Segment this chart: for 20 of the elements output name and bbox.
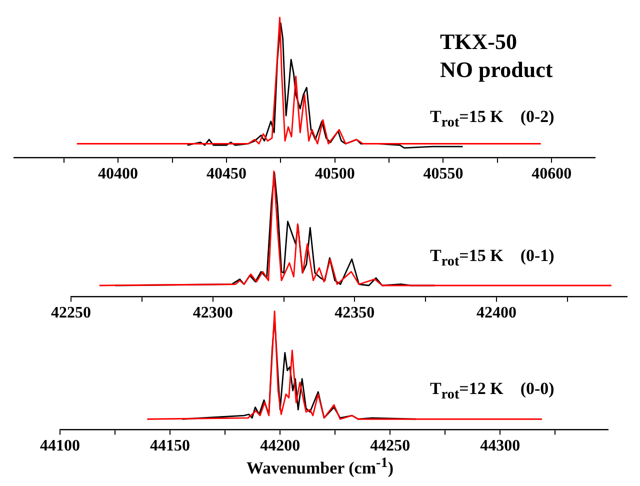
x-tick-label: 40500 <box>314 166 355 183</box>
x-tick-label: 42400 <box>476 304 517 322</box>
annotation: NO product <box>440 57 553 82</box>
x-axis-title: Wavenumber (cm$^{-1}$) <box>245 455 394 479</box>
x-tick-label: 44250 <box>370 438 410 455</box>
x-tick-label: 40600 <box>532 166 572 183</box>
x-tick-label: 40450 <box>206 166 246 183</box>
annotation: T$_{rot}$=15 K (0-1) <box>430 246 554 270</box>
x-tick-label: 42300 <box>192 304 233 322</box>
x-tick-label: 44300 <box>480 438 520 455</box>
annotation: TKX-50 <box>440 29 517 54</box>
annotation: T$_{rot}$=15 K (0-2) <box>430 107 554 131</box>
x-tick-label: 40400 <box>98 166 138 183</box>
x-tick-label: 42350 <box>334 304 375 322</box>
x-tick-label: 44150 <box>150 438 190 455</box>
x-tick-label: 44100 <box>40 438 80 455</box>
x-tick-label: 40550 <box>423 166 464 183</box>
x-tick-label: 42250 <box>51 304 91 322</box>
x-tick-label: 44200 <box>260 438 300 455</box>
annotation: T$_{rot}$=12 K (0-0) <box>430 379 554 403</box>
